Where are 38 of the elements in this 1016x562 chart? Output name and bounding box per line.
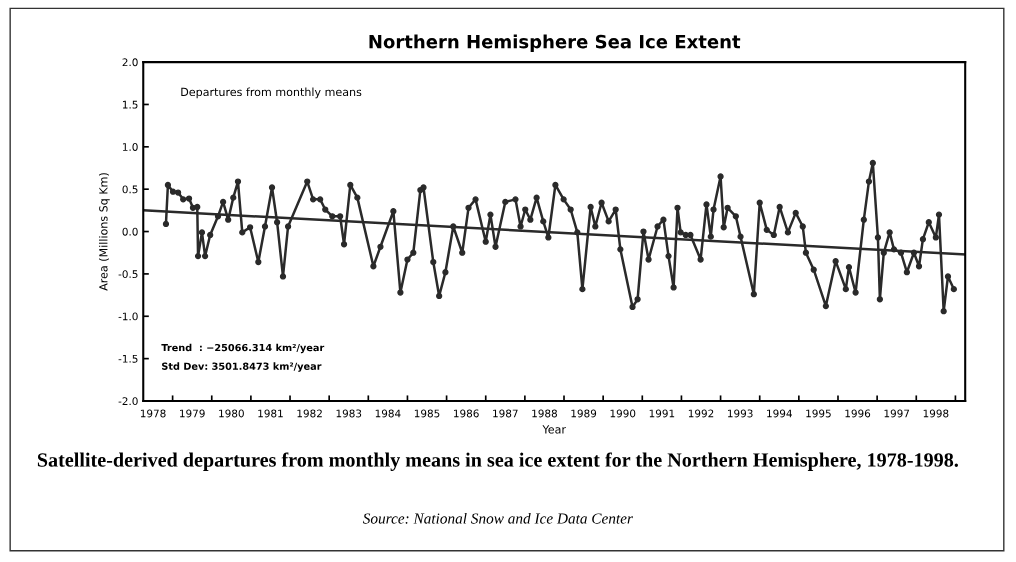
- x-tick-label: 1996: [845, 409, 871, 418]
- x-tick-label: 1991: [649, 409, 675, 418]
- x-tick-label: 1997: [884, 409, 910, 418]
- x-tick-label: 1994: [767, 409, 792, 418]
- x-tick-label: 1989: [571, 409, 597, 418]
- x-tick-label: 1988: [532, 409, 557, 418]
- y-tick-label: -0.5: [118, 270, 138, 279]
- y-tick-label: 0.0: [122, 227, 138, 236]
- text: Satellite-derived departures from monthly means in sea ice extent for the Northern Hemisphere, 1978-1998.: [37, 452, 958, 471]
- y-tick-label: 0.5: [122, 185, 138, 194]
- x-tick-label: 1995: [806, 409, 831, 418]
- y-tick-label: 2.0: [122, 58, 138, 67]
- annotation: Std Dev: 3501.8473 km²/year: [162, 362, 322, 372]
- y-tick-label: -1.0: [118, 312, 138, 321]
- x-tick-label: 1979: [180, 409, 205, 418]
- x-tick-label: 1998: [923, 409, 949, 418]
- source-note: Source: National Snow and Ice Data Center: [362, 512, 633, 524]
- x-tick-label: 1992: [688, 409, 714, 418]
- x-tick-label: 1978: [140, 409, 166, 418]
- x-tick-label: 1984: [375, 409, 401, 418]
- annotation: Trend : −25066.314 km²/year: [161, 343, 325, 354]
- x-tick-label: 1981: [258, 409, 283, 418]
- y-axis-title: Area (Millions Sq Km): [98, 173, 110, 291]
- x-tick-label: 1993: [728, 409, 753, 418]
- x-tick-label: 1982: [297, 409, 322, 418]
- y-tick-label: -1.5: [118, 354, 138, 363]
- chart-title: Northern Hemisphere Sea Ice Extent: [369, 34, 741, 52]
- x-tick-label: 1986: [454, 409, 479, 418]
- x-tick-label: 1985: [414, 409, 440, 418]
- y-tick-label: 1.5: [122, 100, 138, 109]
- y-tick-label: 1.0: [122, 143, 138, 151]
- x-tick-label: 1983: [336, 409, 362, 418]
- x-tick-label: 1990: [610, 409, 636, 418]
- x-axis-title: Year: [542, 425, 566, 434]
- y-tick-label: -2.0: [118, 397, 138, 406]
- x-tick-label: 1980: [219, 409, 244, 418]
- annotation: Departures from monthly means: [181, 87, 362, 99]
- x-tick-label: 1987: [493, 409, 518, 418]
